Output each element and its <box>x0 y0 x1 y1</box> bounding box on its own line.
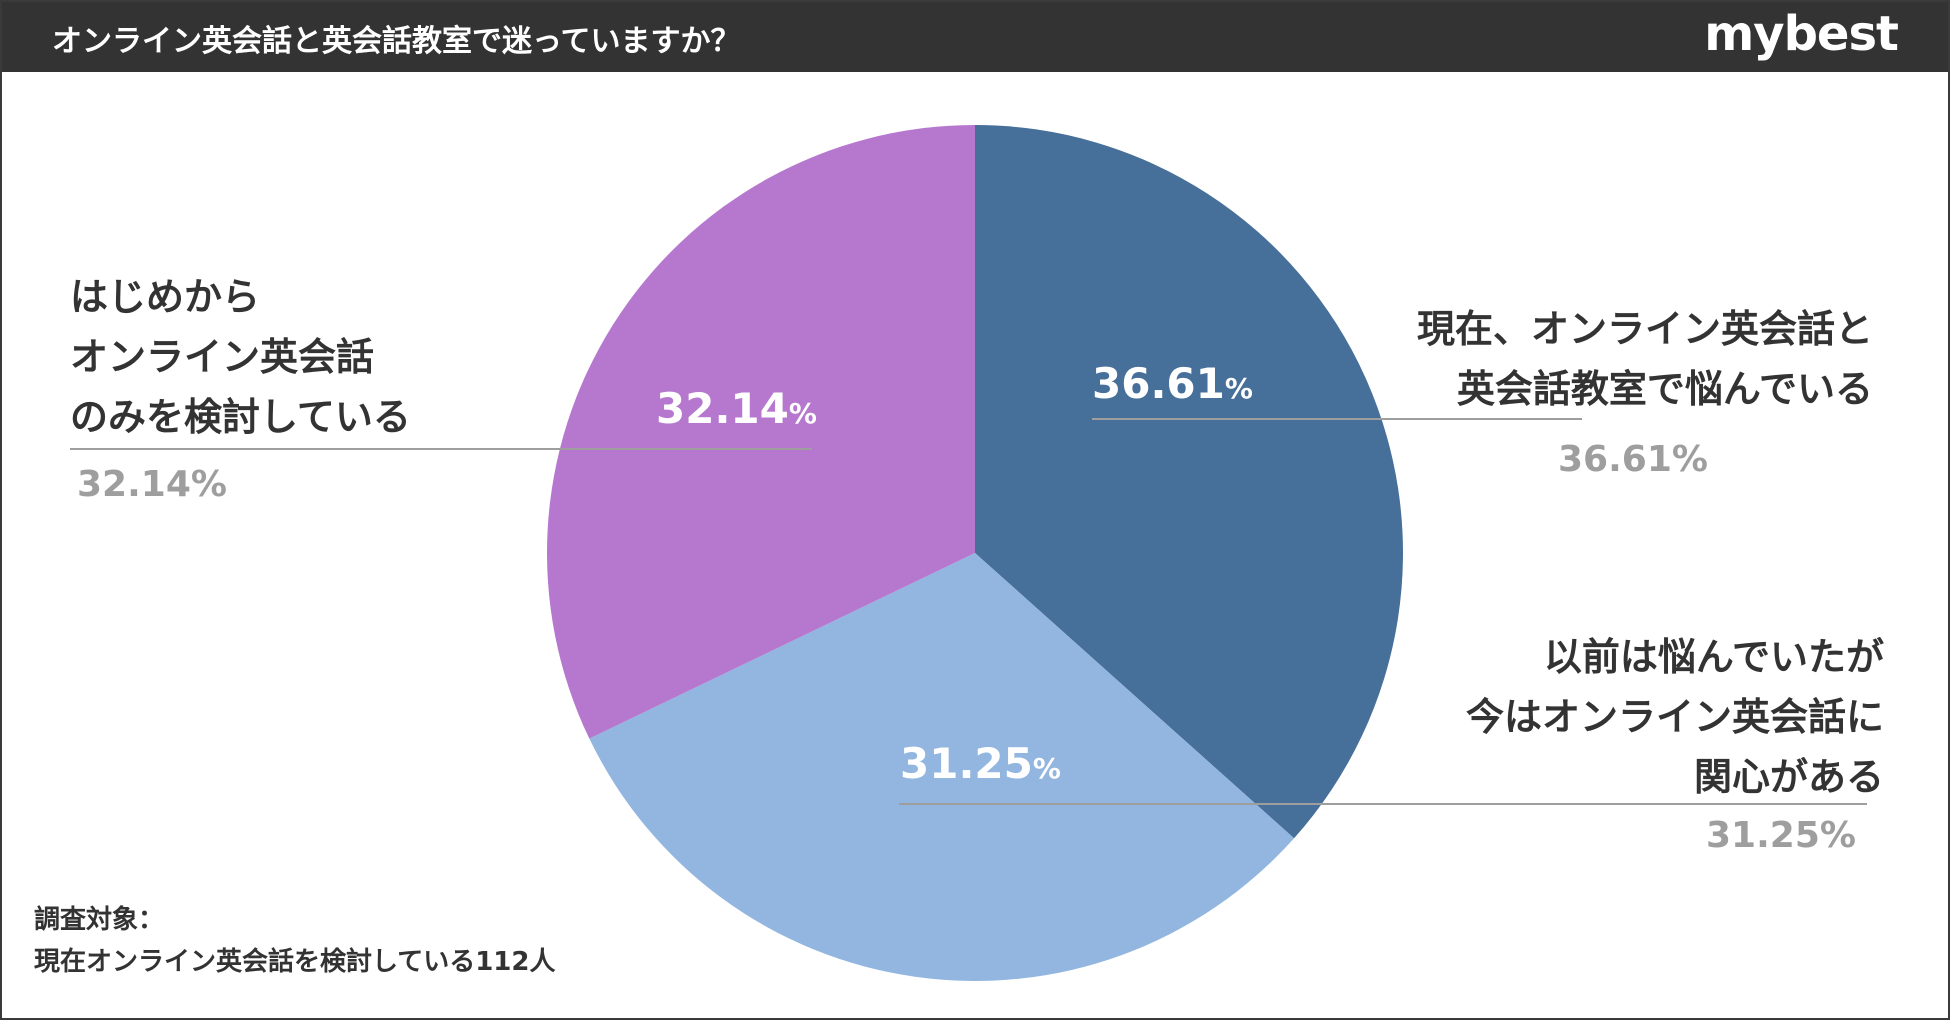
pie-slice-past <box>589 553 1295 981</box>
header-bar: オンライン英会話と英会話教室で迷っていますか？ mybest <box>2 2 1948 72</box>
slice-inner-value-from-start: 32.14% <box>656 384 817 433</box>
slice-label-past: 以前は悩んでいたが 今はオンライン英会話に 関心がある <box>1466 627 1884 807</box>
slice-label-line: 英会話教室で悩んでいる <box>1456 367 1873 411</box>
inner-value-unit: % <box>1224 372 1253 405</box>
chart-title: オンライン英会話と英会話教室で迷っていますか？ <box>52 24 741 59</box>
slice-label-line: 関心がある <box>1693 755 1884 799</box>
footnote-heading: 調査対象： <box>34 905 165 935</box>
inner-value-number: 36.61 <box>1092 359 1225 408</box>
survey-footnote: 調査対象： 現在オンライン英会話を検討している112人 <box>34 899 556 983</box>
pie-slice-current <box>975 125 1403 839</box>
slice-label-line: オンライン英会話 <box>70 335 375 379</box>
slice-outer-value-from-start: 32.14% <box>77 464 227 505</box>
slice-outer-value-current: 36.61% <box>1558 439 1708 480</box>
slice-label-from-start: はじめから オンライン英会話 のみを検討している <box>70 267 411 447</box>
inner-value-number: 31.25 <box>900 739 1033 788</box>
brand-logo: mybest <box>1704 6 1899 62</box>
slice-label-current: 現在、オンライン英会話と 英会話教室で悩んでいる <box>1417 299 1873 419</box>
slice-label-line: 以前は悩んでいたが <box>1543 635 1884 679</box>
footnote-subject: 現在オンライン英会話を検討している112人 <box>34 947 556 977</box>
inner-value-unit: % <box>788 397 817 430</box>
slice-label-line: 今はオンライン英会話に <box>1465 695 1884 739</box>
inner-value-number: 32.14 <box>656 384 789 433</box>
slice-label-line: のみを検討している <box>70 395 411 439</box>
slice-label-line: はじめから <box>70 275 261 319</box>
slice-label-line: 現在、オンライン英会話と <box>1416 307 1873 351</box>
slice-inner-value-current: 36.61% <box>1092 359 1253 408</box>
slice-outer-value-past: 31.25% <box>1706 815 1856 856</box>
inner-value-unit: % <box>1032 752 1061 785</box>
pie-slice-from-start <box>546 125 975 739</box>
slice-inner-value-past: 31.25% <box>900 739 1061 788</box>
